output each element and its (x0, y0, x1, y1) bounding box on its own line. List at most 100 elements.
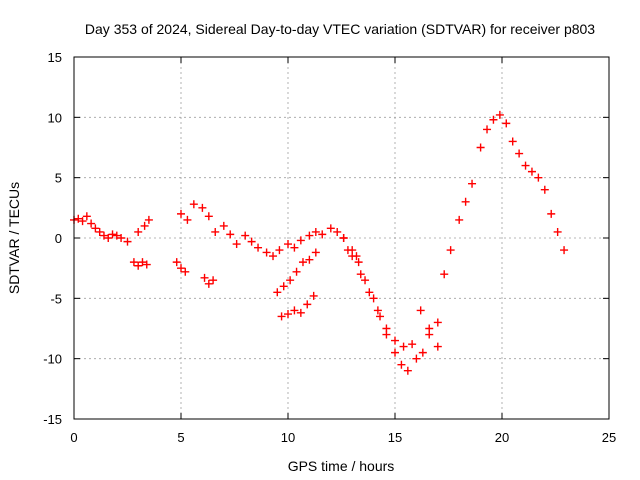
x-tick-label: 20 (495, 430, 509, 445)
data-point (343, 246, 352, 255)
data-point (181, 267, 190, 276)
data-point (399, 342, 408, 351)
data-point (104, 234, 113, 242)
data-point (226, 230, 235, 239)
data-point (333, 227, 342, 236)
data-point (211, 227, 220, 236)
data-point (91, 224, 100, 233)
data-point (177, 264, 185, 273)
data-series (129, 246, 361, 321)
y-axis-label: SDTVAR / TECUs (6, 182, 22, 294)
data-point (382, 324, 391, 333)
data-point (397, 360, 406, 369)
data-point (369, 294, 378, 303)
data-point (284, 240, 292, 249)
data-point (134, 227, 143, 236)
data-point (515, 149, 524, 158)
data-point (476, 143, 485, 152)
data-point (356, 270, 365, 279)
data-point (209, 276, 218, 285)
data-point (326, 224, 335, 233)
data-point (129, 258, 138, 267)
data-point (277, 312, 286, 321)
data-point (489, 115, 498, 124)
data-point (376, 312, 385, 321)
data-point (339, 234, 348, 242)
data-point (200, 273, 209, 282)
data-point (298, 258, 307, 267)
axis-ticks: 0 5 10 15 20 25 -15 -10 -5 0 5 10 15 (43, 50, 616, 445)
data-point (352, 252, 361, 261)
data-point (99, 231, 108, 240)
data-point (433, 342, 442, 351)
data-point (412, 354, 421, 363)
data-point (290, 243, 299, 252)
y-tick-label: 10 (48, 110, 62, 125)
data-point (425, 324, 434, 333)
data-point (138, 258, 147, 267)
data-point (78, 217, 87, 226)
data-point (241, 231, 250, 240)
data-point (204, 279, 213, 288)
data-point (74, 214, 83, 223)
data-point (183, 215, 192, 224)
data-point (134, 261, 143, 270)
data-series (273, 234, 442, 351)
data-point (123, 237, 132, 246)
data-point (508, 137, 517, 146)
data-point (361, 276, 370, 285)
y-tick-label: -10 (43, 352, 62, 367)
data-point (521, 161, 530, 170)
data-point (303, 300, 312, 309)
data-point (309, 291, 318, 300)
data-point (296, 308, 305, 317)
data-point (446, 246, 455, 255)
data-point (140, 221, 149, 230)
data-point (108, 230, 117, 239)
data-point (495, 110, 504, 119)
data-point (311, 227, 320, 236)
data-point (198, 203, 207, 212)
data-point (269, 252, 278, 261)
data-point (408, 340, 417, 349)
chart-title: Day 353 of 2024, Sidereal Day-to-day VTE… (85, 21, 595, 37)
data-point (204, 212, 213, 221)
y-tick-label: -15 (43, 412, 62, 427)
grid-lines (74, 57, 609, 419)
x-axis-label: GPS time / hours (288, 458, 395, 474)
x-tick-label: 15 (388, 430, 402, 445)
data-point (117, 234, 126, 242)
data-point (527, 167, 536, 176)
data-point (391, 336, 399, 345)
data-point (468, 179, 477, 188)
data-point (418, 348, 427, 357)
plot-area (70, 110, 569, 375)
x-tick-label: 0 (70, 430, 77, 445)
data-point (305, 231, 314, 240)
data-point (560, 246, 569, 255)
data-point (553, 227, 562, 236)
data-point (144, 215, 153, 224)
data-point (305, 255, 314, 264)
data-point (502, 119, 511, 128)
y-tick-label: -5 (50, 291, 62, 306)
data-point (365, 288, 374, 297)
data-point (534, 173, 543, 182)
x-tick-label: 25 (602, 430, 616, 445)
data-point (95, 227, 104, 236)
data-point (403, 366, 412, 375)
data-point (82, 212, 91, 221)
data-point (440, 270, 449, 279)
data-point (172, 258, 181, 267)
data-point (318, 230, 327, 239)
data-point (112, 231, 121, 240)
data-point (177, 209, 185, 218)
y-tick-label: 15 (48, 50, 62, 65)
data-series (70, 110, 569, 375)
y-tick-label: 5 (55, 171, 62, 186)
x-tick-label: 5 (177, 430, 184, 445)
data-point (87, 219, 96, 228)
data-point (262, 248, 271, 257)
data-point (279, 282, 288, 291)
